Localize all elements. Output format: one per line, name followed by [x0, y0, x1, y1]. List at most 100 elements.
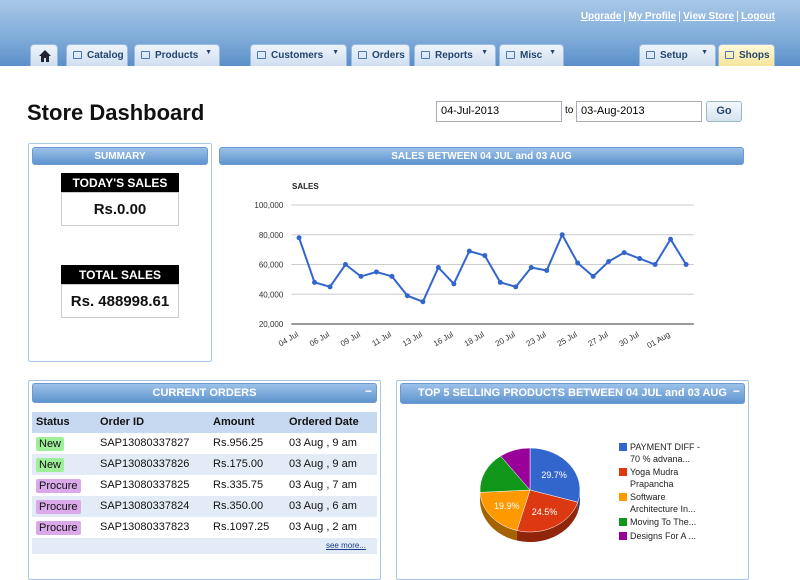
legend-swatch — [619, 532, 627, 540]
table-cell: Rs.350.00 — [213, 500, 263, 512]
legend-swatch — [619, 518, 627, 526]
slice-label: 24.5% — [532, 507, 558, 517]
x-tick-label: 18 Jul — [463, 330, 486, 349]
table-cell[interactable]: SAP13080337827 — [100, 437, 189, 449]
dropdown-arrow: ▼ — [701, 49, 708, 56]
top5-header: TOP 5 SELLING PRODUCTS BETWEEN 04 JUL an… — [400, 383, 745, 404]
table-cell: Rs.335.75 — [213, 479, 263, 491]
point — [312, 280, 317, 285]
point — [405, 293, 410, 298]
nav-tab[interactable]: Setup ▼ — [639, 44, 716, 66]
nav-tab[interactable]: Orders — [351, 44, 410, 66]
top-link[interactable]: View Store — [679, 11, 737, 22]
column-header: Ordered Date — [289, 416, 359, 428]
legend-swatch — [619, 493, 627, 501]
nav-tab[interactable]: Products▼ — [134, 44, 220, 66]
x-tick-label: 13 Jul — [401, 330, 424, 349]
summary-header: SUMMARY — [32, 147, 208, 165]
table-cell: 03 Aug , 9 am — [289, 458, 357, 470]
table-cell: 03 Aug , 6 am — [289, 500, 357, 512]
point — [684, 262, 689, 267]
chart-title: SALES — [292, 182, 319, 191]
point — [544, 268, 549, 273]
tab-label: Reports — [435, 50, 473, 61]
minimize[interactable]: − — [365, 384, 372, 398]
top5-title: TOP 5 SELLING PRODUCTS BETWEEN 04 JUL an… — [418, 387, 727, 399]
column-header: Status — [36, 416, 70, 428]
x-tick-label: 20 Jul — [494, 330, 517, 349]
legend-label: Designs For A ... — [630, 530, 710, 542]
x-tick-label: 09 Jul — [339, 330, 362, 349]
legend-label: Moving To The... — [630, 516, 710, 528]
top-link[interactable]: Logout — [737, 11, 778, 22]
column-header: Amount — [213, 416, 255, 428]
point — [467, 249, 472, 254]
point — [560, 232, 565, 237]
point — [575, 261, 580, 266]
table-cell: 03 Aug , 2 am — [289, 521, 357, 533]
tab-icon — [141, 51, 150, 59]
point — [328, 284, 333, 289]
page-title: Store Dashboard — [27, 100, 204, 126]
status-badge: New — [36, 458, 64, 472]
nav-tab[interactable]: Customers▼ — [250, 44, 347, 66]
table-cell: 03 Aug , 9 am — [289, 437, 357, 449]
orders-header: CURRENT ORDERS− — [32, 383, 377, 403]
x-tick-label: 11 Jul — [370, 330, 393, 348]
slice-label: 29.7% — [541, 470, 567, 480]
x-tick-label: 27 Jul — [587, 330, 610, 349]
to-label: to — [565, 105, 573, 116]
tab-label: Setup — [660, 50, 688, 61]
status-badge: Procure — [36, 521, 81, 535]
x-tick-label: 30 Jul — [618, 330, 641, 349]
nav-tab[interactable]: Shops — [718, 44, 775, 66]
tab-label: Customers — [271, 50, 323, 61]
y-tick-label: 60,000 — [259, 261, 284, 270]
legend-swatch — [619, 468, 627, 476]
nav-tab[interactable]: Misc▼ — [499, 44, 564, 66]
minimize[interactable]: − — [733, 384, 740, 398]
status-badge: New — [36, 437, 64, 451]
point — [436, 265, 441, 270]
go-button[interactable]: Go — [706, 101, 742, 122]
table-cell[interactable]: SAP13080337824 — [100, 500, 189, 512]
x-tick-label: 06 Jul — [308, 330, 331, 349]
date-to[interactable]: 03-Aug-2013 — [576, 101, 702, 122]
point — [529, 265, 534, 270]
y-tick-label: 80,000 — [259, 231, 284, 240]
see-more-link[interactable]: see more... — [326, 541, 366, 550]
table-cell: Rs.175.00 — [213, 458, 263, 470]
point — [668, 237, 673, 242]
home-tab[interactable] — [30, 44, 58, 66]
nav-tab[interactable]: Catalog — [66, 44, 128, 66]
top-link[interactable]: My Profile — [624, 11, 679, 22]
point — [606, 259, 611, 264]
legend-label: Yoga Mudra Prapancha — [630, 466, 710, 490]
point — [297, 235, 302, 240]
table-cell[interactable]: SAP13080337825 — [100, 479, 189, 491]
x-tick-label: 04 Jul — [277, 330, 300, 349]
table-cell: 03 Aug , 7 am — [289, 479, 357, 491]
nav-tab[interactable]: Reports▼ — [414, 44, 496, 66]
table-cell: Rs.956.25 — [213, 437, 263, 449]
x-tick-label: 23 Jul — [525, 330, 548, 349]
tab-icon — [73, 51, 82, 59]
point — [420, 299, 425, 304]
date-from[interactable]: 04-Jul-2013 — [436, 101, 562, 122]
y-tick-label: 40,000 — [259, 290, 284, 299]
legend-label: PAYMENT DIFF - 70 % advana... — [630, 441, 710, 465]
point — [451, 281, 456, 286]
tab-icon — [421, 51, 430, 59]
tab-icon — [358, 51, 367, 59]
table-cell[interactable]: SAP13080337823 — [100, 521, 189, 533]
tab-label: Shops — [739, 50, 770, 61]
point — [513, 284, 518, 289]
table-cell[interactable]: SAP13080337826 — [100, 458, 189, 470]
status-badge: Procure — [36, 479, 81, 493]
legend-swatch — [619, 443, 627, 451]
top-link[interactable]: Upgrade — [578, 11, 625, 22]
todays-value: Rs.0.00 — [61, 192, 179, 226]
dropdown-arrow: ▼ — [549, 49, 556, 56]
